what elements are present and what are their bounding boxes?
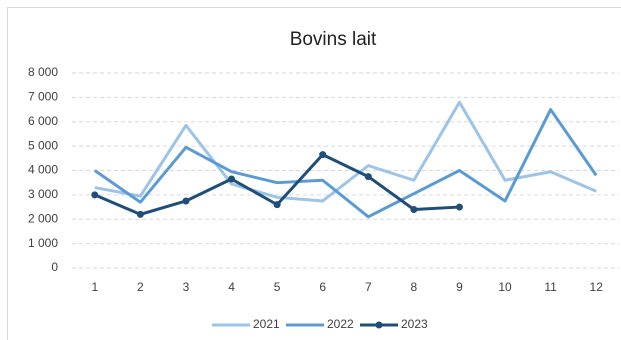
y-tick-label: 8 000 bbox=[28, 65, 58, 79]
point-marker bbox=[136, 210, 144, 218]
x-tick-label: 1 bbox=[91, 280, 98, 294]
x-tick-label: 4 bbox=[228, 280, 235, 294]
legend-label: 2022 bbox=[327, 317, 354, 331]
series-line bbox=[94, 100, 597, 203]
chart-title: Bovins lait bbox=[290, 29, 377, 50]
x-tick-label: 3 bbox=[183, 280, 190, 294]
y-tick-label: 0 bbox=[51, 260, 58, 274]
point-marker bbox=[364, 173, 372, 181]
series-line bbox=[93, 108, 598, 219]
x-tick-label: 6 bbox=[319, 280, 326, 294]
x-tick-label: 10 bbox=[498, 280, 512, 294]
legend-marker bbox=[375, 321, 383, 329]
point-marker bbox=[273, 201, 281, 209]
point-marker bbox=[455, 203, 463, 211]
y-tick-label: 7 000 bbox=[28, 90, 58, 104]
x-tick-label: 12 bbox=[590, 280, 604, 294]
y-tick-label: 4 000 bbox=[28, 163, 58, 177]
y-tick-label: 3 000 bbox=[28, 187, 58, 201]
x-tick-label: 2 bbox=[137, 280, 144, 294]
point-marker bbox=[228, 175, 236, 183]
point-marker bbox=[319, 151, 327, 159]
point-marker bbox=[182, 197, 190, 205]
legend-label: 2023 bbox=[401, 317, 428, 331]
point-marker bbox=[91, 191, 99, 199]
x-tick-label: 8 bbox=[411, 280, 418, 294]
y-tick-label: 5 000 bbox=[28, 138, 58, 152]
x-tick-label: 7 bbox=[365, 280, 372, 294]
point-marker bbox=[410, 206, 418, 213]
chart-frame bbox=[7, 7, 621, 340]
x-tick-label: 11 bbox=[544, 280, 557, 294]
y-tick-label: 2 000 bbox=[28, 211, 58, 225]
x-tick-label: 9 bbox=[456, 280, 463, 294]
y-tick-label: 6 000 bbox=[28, 114, 58, 128]
legend-label: 2021 bbox=[253, 317, 280, 331]
y-tick-label: 1 000 bbox=[28, 236, 58, 250]
x-tick-label: 5 bbox=[274, 280, 281, 294]
